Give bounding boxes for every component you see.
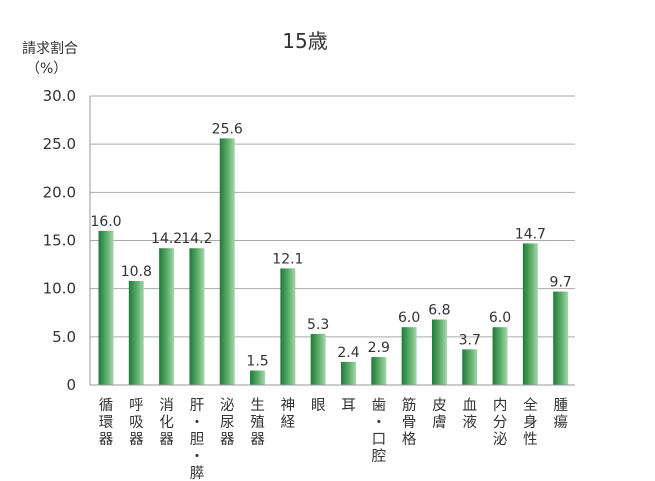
- category-label: 歯・口腔: [372, 397, 387, 465]
- bar: [522, 243, 538, 385]
- data-label: 25.6: [212, 121, 243, 137]
- data-label: 14.2: [151, 231, 182, 247]
- bar: [492, 327, 508, 385]
- bar: [553, 291, 569, 385]
- bar: [159, 248, 175, 385]
- bar: [98, 230, 114, 385]
- data-label: 2.9: [368, 340, 390, 356]
- y-tick-label: 25.0: [43, 135, 76, 153]
- data-label: 6.0: [398, 310, 420, 326]
- category-label: 血液: [463, 397, 478, 431]
- data-label: 10.8: [121, 264, 152, 280]
- data-label: 12.1: [272, 251, 303, 267]
- category-labels: 循環器呼吸器消化器 肝・胆・膵泌尿器生殖器 神経眼耳 歯・口腔筋骨格皮膚血液内分泌全身…: [99, 396, 568, 481]
- bar: [431, 319, 447, 385]
- bar: [371, 357, 387, 385]
- y-tick-label: 20.0: [43, 183, 76, 201]
- y-tick-label: 0: [66, 376, 76, 394]
- y-tick-label: 30.0: [43, 87, 76, 105]
- bar: [219, 138, 235, 385]
- bar: [341, 361, 356, 385]
- y-axis-label: 請求割合: [22, 40, 78, 57]
- data-label: 6.0: [489, 310, 511, 326]
- data-label: 9.7: [550, 275, 572, 291]
- category-label: 筋骨格: [402, 397, 417, 448]
- data-label: 2.4: [337, 345, 359, 361]
- data-label: 16.0: [90, 214, 121, 230]
- category-label: 循環器: [99, 397, 114, 448]
- data-label: 6.8: [428, 302, 450, 318]
- category-label: 神経: [281, 397, 296, 431]
- bars: [98, 138, 569, 385]
- bar: [401, 327, 417, 385]
- data-label: 3.7: [459, 332, 481, 348]
- bar: [250, 370, 266, 385]
- y-tick-label: 10.0: [43, 280, 76, 298]
- data-labels: 16.0 10.8 14.2 14.2 25.6 1.5 12.1 5.3 2.4 2.9 6.0 6…: [90, 121, 571, 369]
- category-label: 呼吸器: [129, 397, 144, 448]
- bar: [128, 280, 144, 385]
- y-tick-labels: 0 5.0 10.0 15.0 20.0 25.0 30.0: [43, 87, 76, 394]
- data-label: 14.2: [181, 231, 212, 247]
- category-label: 眼: [311, 398, 326, 414]
- data-label: 1.5: [246, 354, 268, 370]
- category-label: 全身性: [523, 396, 538, 448]
- data-label: 5.3: [307, 317, 329, 333]
- y-axis-unit: （%）: [26, 61, 67, 77]
- category-label: 生殖器: [250, 397, 265, 448]
- bar: [310, 333, 326, 385]
- category-label: 耳: [341, 398, 356, 414]
- category-label: 肝・胆・膵: [190, 398, 205, 481]
- y-tick-label: 5.0: [52, 328, 76, 346]
- category-label: 泌尿器: [220, 397, 235, 448]
- bar: [462, 349, 478, 385]
- category-label: 皮膚: [432, 397, 447, 431]
- y-tick-label: 15.0: [43, 232, 76, 250]
- bar: [280, 268, 296, 385]
- category-label: 内分泌: [493, 397, 508, 448]
- data-label: 14.7: [515, 226, 546, 242]
- category-label: 消化器: [159, 397, 174, 448]
- chart-title: 15歳: [282, 29, 327, 53]
- category-label: 腫瘍: [553, 397, 568, 431]
- bar: [189, 248, 205, 385]
